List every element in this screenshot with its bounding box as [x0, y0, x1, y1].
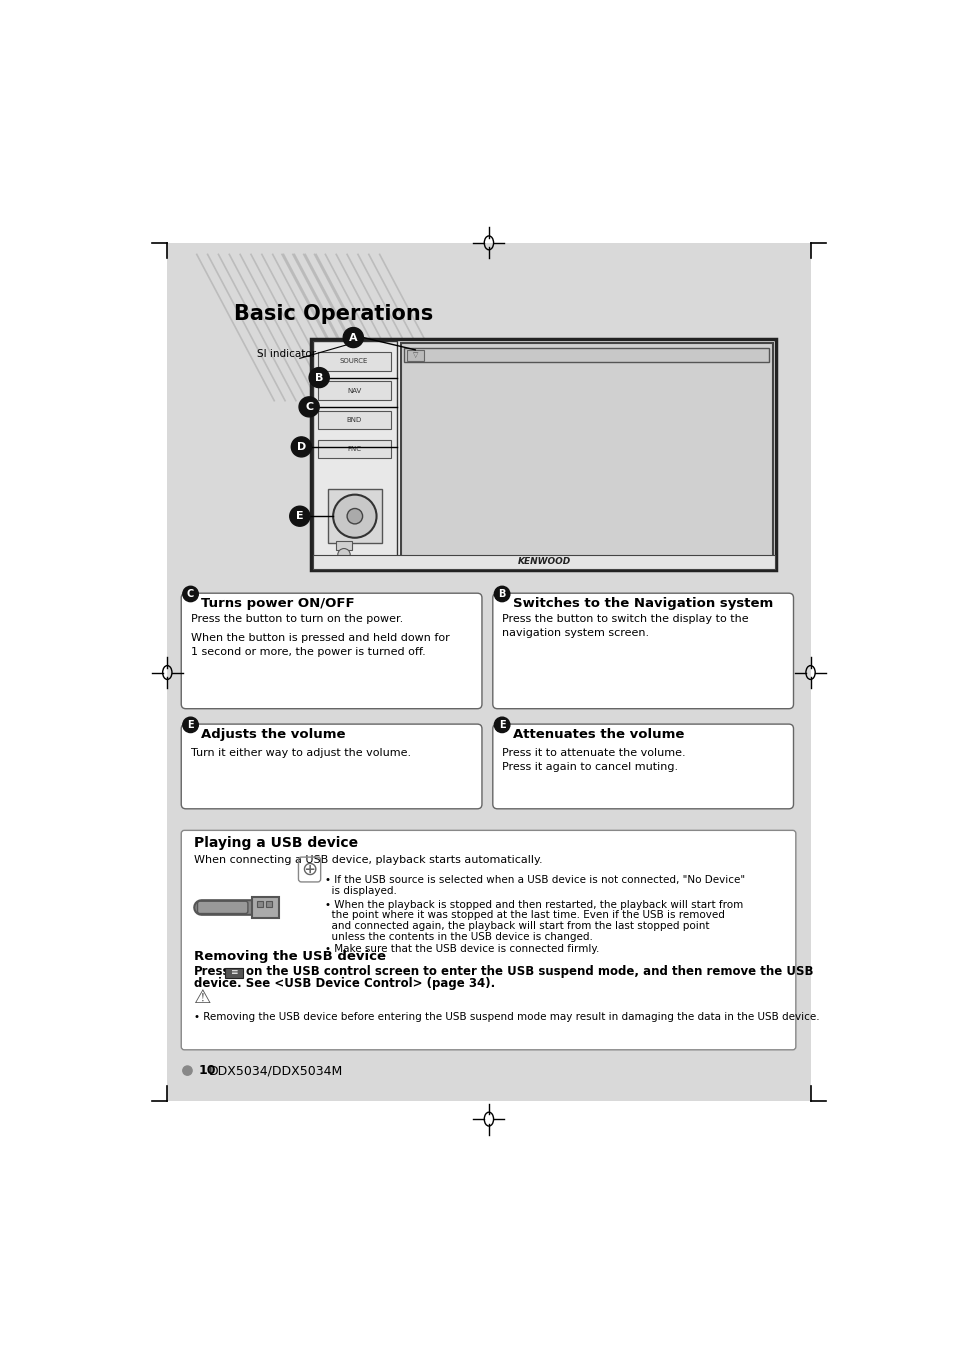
- Text: Press the button to turn on the power.: Press the button to turn on the power.: [191, 614, 402, 625]
- FancyBboxPatch shape: [181, 593, 481, 709]
- Bar: [313, 340, 396, 568]
- Text: FNC: FNC: [347, 447, 360, 452]
- Circle shape: [298, 397, 319, 417]
- Text: B: B: [497, 589, 505, 599]
- Text: ⊕: ⊕: [301, 860, 317, 879]
- Bar: [400, 343, 772, 566]
- Text: ▽: ▽: [413, 352, 417, 358]
- Text: Attenuates the volume: Attenuates the volume: [513, 728, 683, 741]
- Bar: [257, 902, 263, 907]
- Circle shape: [333, 494, 376, 537]
- Text: NAV: NAV: [347, 387, 361, 394]
- Text: E: E: [295, 512, 303, 521]
- Circle shape: [309, 367, 329, 387]
- Text: 1 second or more, the power is turned off.: 1 second or more, the power is turned of…: [191, 647, 425, 657]
- Bar: [406, 350, 423, 360]
- FancyBboxPatch shape: [181, 724, 481, 809]
- Bar: [404, 348, 768, 362]
- Circle shape: [291, 437, 311, 456]
- Bar: [317, 410, 390, 429]
- FancyBboxPatch shape: [197, 902, 248, 914]
- Text: Press: Press: [193, 965, 230, 979]
- Circle shape: [183, 586, 198, 602]
- Text: Turn it either way to adjust the volume.: Turn it either way to adjust the volume.: [191, 748, 410, 759]
- Text: • If the USB source is selected when a USB device is not connected, "No Device": • If the USB source is selected when a U…: [324, 875, 744, 886]
- Text: the point where it was stopped at the last time. Even if the USB is removed: the point where it was stopped at the la…: [324, 910, 723, 921]
- Bar: [335, 541, 352, 549]
- Text: and connected again, the playback will start from the last stopped point: and connected again, the playback will s…: [324, 921, 708, 931]
- Text: Removing the USB device: Removing the USB device: [193, 949, 385, 963]
- Text: SOURCE: SOURCE: [339, 359, 368, 364]
- Bar: [199, 903, 248, 913]
- Bar: [317, 440, 390, 459]
- Text: B: B: [314, 373, 323, 382]
- Bar: [328, 489, 381, 543]
- Circle shape: [343, 328, 363, 347]
- Text: Press it again to cancel muting.: Press it again to cancel muting.: [501, 763, 678, 772]
- Bar: [202, 903, 250, 913]
- Bar: [252, 896, 278, 918]
- Circle shape: [290, 506, 310, 526]
- FancyBboxPatch shape: [181, 830, 795, 1050]
- Text: on the USB control screen to enter the USB suspend mode, and then remove the USB: on the USB control screen to enter the U…: [246, 965, 813, 979]
- Text: Turns power ON/OFF: Turns power ON/OFF: [201, 597, 355, 610]
- Text: • Make sure that the USB device is connected firmly.: • Make sure that the USB device is conne…: [324, 944, 598, 954]
- Text: SI indicator: SI indicator: [257, 348, 316, 359]
- Text: Basic Operations: Basic Operations: [233, 304, 433, 324]
- Circle shape: [494, 586, 509, 602]
- Circle shape: [494, 717, 509, 733]
- Circle shape: [183, 717, 198, 733]
- Text: KENWOOD: KENWOOD: [517, 558, 570, 566]
- Bar: [317, 382, 390, 400]
- Text: Playing a USB device: Playing a USB device: [193, 836, 357, 850]
- Bar: [317, 352, 390, 371]
- FancyBboxPatch shape: [493, 593, 793, 709]
- Text: C: C: [305, 402, 313, 412]
- Text: C: C: [187, 589, 194, 599]
- Text: E: E: [498, 720, 505, 730]
- Bar: [313, 555, 774, 568]
- Text: • Removing the USB device before entering the USB suspend mode may result in dam: • Removing the USB device before enterin…: [193, 1011, 819, 1022]
- Text: When connecting a USB device, playback starts automatically.: When connecting a USB device, playback s…: [193, 855, 541, 865]
- Text: 10: 10: [198, 1064, 215, 1077]
- Text: ⚠: ⚠: [193, 988, 211, 1007]
- Text: DDX5034/DDX5034M: DDX5034/DDX5034M: [209, 1064, 343, 1077]
- Text: Switches to the Navigation system: Switches to the Navigation system: [513, 597, 772, 610]
- Text: navigation system screen.: navigation system screen.: [501, 628, 649, 639]
- Text: ≡: ≡: [230, 968, 237, 977]
- Text: • When the playback is stopped and then restarted, the playback will start from: • When the playback is stopped and then …: [324, 899, 742, 910]
- Text: E: E: [187, 720, 193, 730]
- Text: Adjusts the volume: Adjusts the volume: [201, 728, 346, 741]
- Bar: [311, 339, 776, 570]
- Text: unless the contents in the USB device is changed.: unless the contents in the USB device is…: [324, 931, 592, 942]
- Bar: [224, 968, 243, 979]
- FancyBboxPatch shape: [493, 724, 793, 809]
- Text: Press it to attenuate the volume.: Press it to attenuate the volume.: [501, 748, 685, 759]
- Bar: [266, 902, 272, 907]
- Circle shape: [337, 548, 350, 560]
- Bar: [197, 903, 245, 913]
- Circle shape: [183, 1066, 192, 1075]
- Text: A: A: [349, 332, 357, 343]
- Text: Press the button to switch the display to the: Press the button to switch the display t…: [501, 614, 748, 625]
- Text: device. See <USB Device Control> (page 34).: device. See <USB Device Control> (page 3…: [193, 977, 495, 991]
- Bar: [167, 243, 810, 1102]
- Circle shape: [347, 509, 362, 524]
- Text: is displayed.: is displayed.: [324, 886, 396, 896]
- Text: D: D: [296, 441, 306, 452]
- Text: BND: BND: [346, 417, 361, 423]
- Text: When the button is pressed and held down for: When the button is pressed and held down…: [191, 633, 449, 643]
